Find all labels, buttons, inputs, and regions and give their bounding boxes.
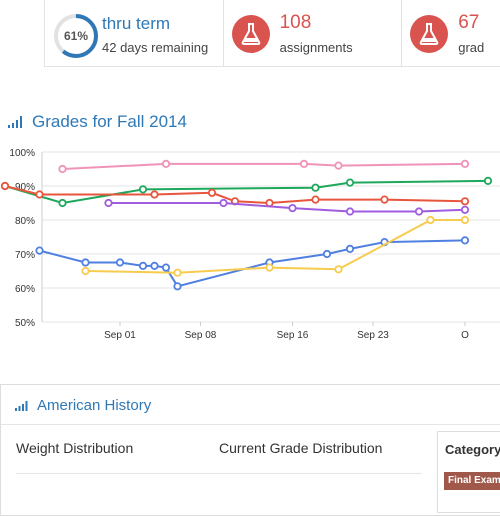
- term-title: thru term: [102, 14, 171, 33]
- data-point: [299, 159, 309, 168]
- data-point: [265, 263, 274, 272]
- course-title[interactable]: American History: [37, 397, 152, 414]
- x-tick-label: Sep 16: [277, 330, 309, 340]
- data-point: [311, 183, 320, 192]
- data-point: [345, 207, 355, 216]
- data-point: [35, 190, 44, 199]
- data-point: [219, 198, 228, 208]
- data-point: [414, 207, 424, 216]
- data-point: [58, 198, 67, 208]
- data-point: [161, 159, 171, 168]
- data-point: [345, 244, 355, 254]
- y-tick-label: 60%: [15, 284, 35, 295]
- term-progress-percent: 61%: [63, 29, 89, 43]
- category-table: Category Final Exam: [437, 431, 500, 513]
- series-line: [62, 162, 466, 170]
- series-line: [4, 179, 489, 205]
- data-point: [345, 178, 355, 187]
- data-point: [173, 282, 182, 291]
- grades-label: grad: [458, 40, 485, 55]
- series-line: [85, 219, 465, 274]
- flask-icon: [231, 15, 270, 53]
- flask-icon: [410, 15, 449, 53]
- x-tick-label: O: [461, 330, 469, 340]
- final-exam-tag: Final Exam: [444, 472, 500, 490]
- data-point: [150, 261, 159, 271]
- data-point: [334, 265, 343, 274]
- data-point: [380, 195, 389, 204]
- bar-chart-icon: [15, 401, 28, 411]
- term-progress-ring: [54, 14, 98, 58]
- data-point: [460, 159, 470, 168]
- data-point: [322, 249, 332, 259]
- category-column-header[interactable]: Category: [445, 442, 500, 457]
- bar-chart-icon: [8, 116, 22, 128]
- data-point: [58, 164, 67, 174]
- data-point: [460, 205, 470, 214]
- data-point: [426, 215, 435, 225]
- data-point: [0, 181, 10, 191]
- grades-card[interactable]: 67 grad: [402, 0, 500, 66]
- x-tick-label: Sep 08: [185, 330, 217, 340]
- grades-count: 67: [458, 12, 480, 33]
- current-grade-distribution-heading: Current Grade Distribution: [219, 440, 383, 456]
- y-tick-label: 50%: [15, 318, 35, 329]
- data-point: [334, 161, 343, 170]
- y-tick-label: 100%: [9, 148, 35, 159]
- data-point: [311, 195, 320, 204]
- data-point: [138, 261, 148, 271]
- data-point: [35, 246, 44, 255]
- weight-distribution-heading: Weight Distribution: [16, 440, 134, 456]
- x-tick-label: Sep 23: [357, 330, 389, 340]
- data-point: [460, 197, 470, 206]
- term-progress-card: 61% thru term 42 days remaining: [45, 0, 224, 66]
- divider: [16, 473, 422, 474]
- grades-line-chart: 100% 90% 80% 70% 60% 50% Sep 01 Sep 08 Sep 16 Sep…: [0, 148, 500, 340]
- data-point: [150, 190, 159, 199]
- series-line: [39, 239, 466, 288]
- data-point: [115, 258, 125, 267]
- y-tick-label: 70%: [15, 250, 35, 261]
- y-tick-label: 80%: [15, 216, 35, 227]
- data-point: [81, 266, 90, 276]
- data-point: [81, 258, 90, 267]
- series-line: [108, 202, 466, 213]
- data-point: [104, 198, 113, 208]
- data-point: [288, 204, 297, 213]
- data-point: [460, 215, 470, 225]
- data-point: [161, 263, 171, 272]
- assignments-count: 108: [279, 12, 312, 33]
- x-tick-label: Sep 01: [104, 330, 136, 340]
- y-tick-label: 90%: [15, 182, 35, 193]
- data-point: [207, 188, 217, 197]
- assignments-card[interactable]: 108 assignments: [224, 0, 403, 66]
- assignments-label: assignments: [279, 40, 353, 55]
- data-point: [138, 185, 148, 194]
- data-point: [460, 236, 470, 245]
- data-point: [173, 268, 182, 277]
- data-point: [483, 176, 493, 186]
- stats-strip: 61% thru term 42 days remaining 108 assi…: [44, 0, 500, 67]
- course-panel-header: [1, 385, 500, 425]
- grades-section-title: Grades for Fall 2014: [32, 112, 187, 131]
- term-remaining: 42 days remaining: [102, 40, 209, 55]
